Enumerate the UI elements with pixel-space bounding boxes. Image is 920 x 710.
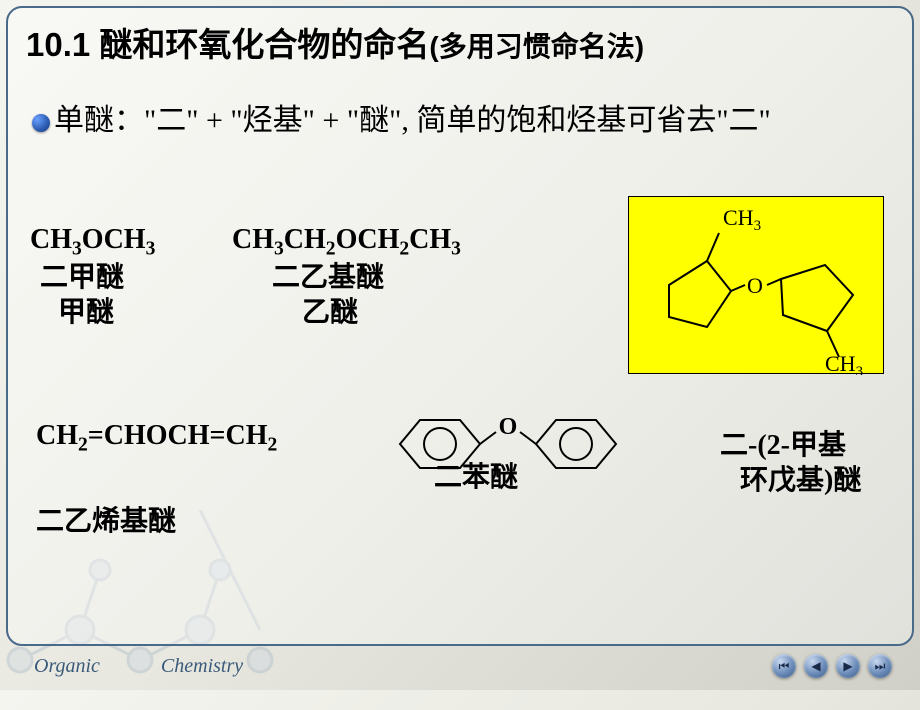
ch3-bot: CH3 bbox=[825, 351, 863, 375]
footer-word1: Organic bbox=[34, 655, 100, 677]
name2: 甲醚 bbox=[58, 295, 124, 330]
name-line2: 环戊基)醚 bbox=[740, 463, 861, 498]
o-label: O bbox=[499, 414, 518, 440]
highlight-box: O CH3 CH3 bbox=[628, 196, 884, 374]
names-diethyl-ether: 二乙基醚 乙醚 bbox=[272, 260, 384, 330]
title-main: 10.1 醚和环氧化合物的命名 bbox=[26, 26, 429, 63]
footer-word2: Chemistry bbox=[161, 655, 243, 677]
title-sub: (多用习惯命名法) bbox=[429, 31, 644, 62]
names-dimethyl-ether: 二甲醚 甲醚 bbox=[40, 260, 124, 330]
name: 二乙烯基醚 bbox=[36, 504, 176, 539]
structure-dicyclopentyl-ether: O CH3 CH3 bbox=[629, 197, 885, 375]
formula-divinyl-ether: CH2=CHOCH=CH2 bbox=[36, 420, 277, 457]
name1: 二乙基醚 bbox=[272, 260, 384, 295]
names-divinyl-ether: 二乙烯基醚 bbox=[36, 504, 176, 539]
names-diphenyl-ether: 二苯醚 bbox=[434, 460, 518, 495]
name: 二苯醚 bbox=[434, 460, 518, 495]
bullet-rule: 单醚："二" + "烃基" + "醚", 简单的饱和烃基可省去"二" bbox=[32, 98, 880, 143]
nav-last-button[interactable]: ⏭ bbox=[868, 654, 892, 678]
names-dicyclopentyl-ether: 二-(2-甲基 环戊基)醚 bbox=[720, 428, 861, 498]
page-title: 10.1 醚和环氧化合物的命名(多用习惯命名法) bbox=[26, 18, 644, 66]
o-label: O bbox=[747, 273, 763, 298]
formula-dimethyl-ether: CH3OCH3 bbox=[30, 224, 155, 261]
nav-buttons: ⏮ ◀ ▶ ⏭ bbox=[772, 654, 892, 678]
nav-prev-button[interactable]: ◀ bbox=[804, 654, 828, 678]
name1: 二甲醚 bbox=[40, 260, 124, 295]
name2: 乙醚 bbox=[302, 295, 384, 330]
formula-diethyl-ether: CH3CH2OCH2CH3 bbox=[232, 224, 461, 261]
nav-next-button[interactable]: ▶ bbox=[836, 654, 860, 678]
bullet-icon bbox=[32, 114, 50, 132]
name-line1: 二-(2-甲基 bbox=[720, 428, 861, 463]
footer-text: Organic Chemistry bbox=[34, 655, 243, 678]
nav-first-button[interactable]: ⏮ bbox=[772, 654, 796, 678]
ch3-top: CH3 bbox=[723, 205, 761, 234]
bullet-text: 单醚："二" + "烃基" + "醚", 简单的饱和烃基可省去"二" bbox=[54, 104, 771, 137]
